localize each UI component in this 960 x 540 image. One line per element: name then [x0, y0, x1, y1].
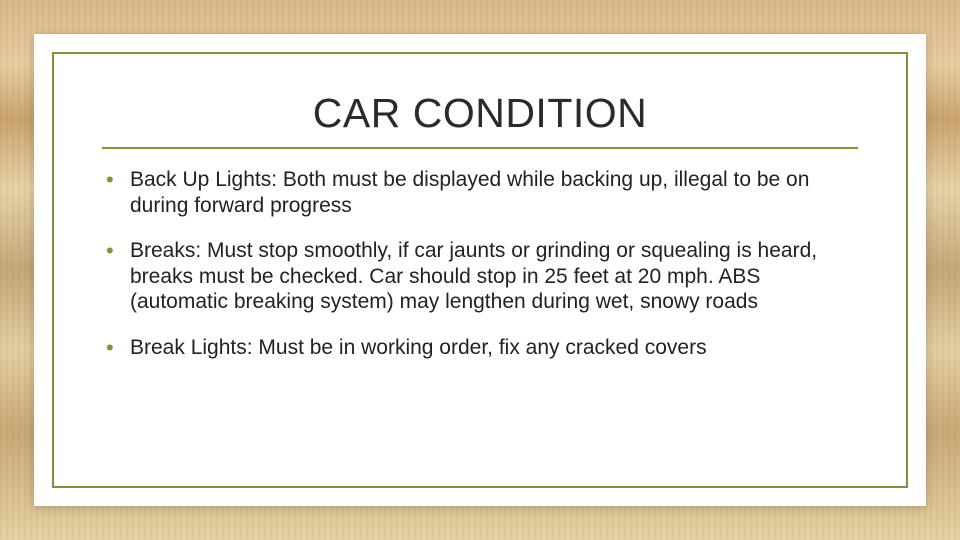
- slide-card: CAR CONDITION Back Up Lights: Both must …: [34, 34, 926, 506]
- bullet-item: Break Lights: Must be in working order, …: [102, 335, 858, 361]
- slide-background: CAR CONDITION Back Up Lights: Both must …: [0, 0, 960, 540]
- bullet-item: Back Up Lights: Both must be displayed w…: [102, 167, 858, 218]
- title-underline: [102, 147, 858, 149]
- slide-inner-border: CAR CONDITION Back Up Lights: Both must …: [52, 52, 908, 488]
- bullet-item: Breaks: Must stop smoothly, if car jaunt…: [102, 238, 858, 315]
- bullet-list: Back Up Lights: Both must be displayed w…: [102, 167, 858, 361]
- slide-title: CAR CONDITION: [102, 90, 858, 137]
